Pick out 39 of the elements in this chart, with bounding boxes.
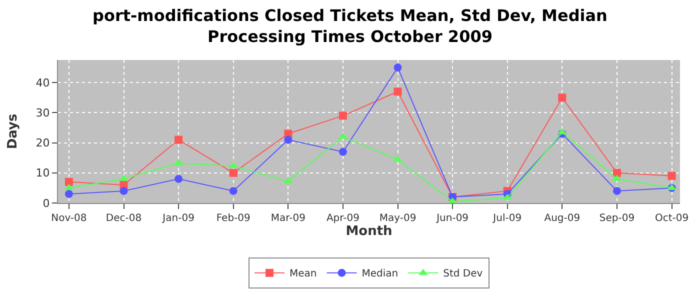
y-tick-label: 40 <box>36 76 50 90</box>
legend-label: Mean <box>290 268 317 280</box>
y-axis-title: Days <box>6 114 21 150</box>
x-tick-label: Jan-09 <box>162 213 194 224</box>
point <box>668 172 676 180</box>
y-tick-label: 10 <box>36 166 50 180</box>
x-tick-label: Dec-08 <box>106 213 142 224</box>
y-tick-label: 0 <box>42 196 50 210</box>
x-tick-label: Apr-09 <box>326 213 360 224</box>
point <box>394 88 402 96</box>
x-tick-label: Sep-09 <box>599 213 635 224</box>
x-tick-label: Mar-09 <box>270 213 306 224</box>
point <box>229 168 238 177</box>
point <box>612 168 621 177</box>
chart-title: port-modifications Closed Tickets Mean, Std Dev, Median Processing Times October 2009 <box>92 6 608 46</box>
x-tick-label: Nov-08 <box>51 213 87 224</box>
x-tick-label: Aug-09 <box>544 213 580 224</box>
point <box>64 190 73 198</box>
x-tick-label: Jul-09 <box>492 213 522 224</box>
point <box>284 136 292 144</box>
legend-label: Std Dev <box>443 268 483 280</box>
y-tick-label: 20 <box>36 136 50 150</box>
y-tick-label: 30 <box>36 106 50 120</box>
point <box>120 186 128 195</box>
x-tick-label: May-09 <box>379 213 416 224</box>
point <box>174 174 183 183</box>
x-tick-label: Oct-09 <box>654 213 689 224</box>
point <box>612 186 621 195</box>
point <box>558 94 566 102</box>
legend-label: Median <box>362 268 398 280</box>
point <box>394 64 402 72</box>
point <box>338 148 347 156</box>
x-tick-label: Jun-09 <box>436 213 469 224</box>
x-tick-label: Feb-09 <box>216 213 250 224</box>
point <box>229 186 238 195</box>
point <box>174 136 183 144</box>
point <box>64 178 73 186</box>
point <box>338 112 347 120</box>
x-axis-title: Month <box>346 224 392 239</box>
